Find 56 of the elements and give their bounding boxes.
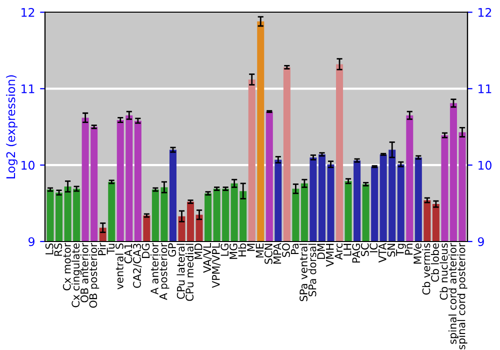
x-tick-label: ME <box>256 244 264 258</box>
x-tick-label: Tg <box>396 244 406 256</box>
x-tick-label: DM <box>317 244 325 259</box>
x-tick-label: SCN <box>264 244 272 264</box>
y-axis-title: Log2 (expression) <box>6 75 18 178</box>
x-tick-label: Cx cingulate <box>72 243 82 308</box>
y-tick-label: 12 <box>22 8 34 17</box>
x-tick-label: Cb nucleus <box>440 243 448 300</box>
x-tick-label: LG <box>220 244 229 256</box>
x-tick-label: PAG <box>352 244 360 262</box>
x-tick-label: LS <box>45 243 54 254</box>
x-tick-label: Tu <box>106 244 115 254</box>
x-tick-label: ventral S <box>115 243 124 290</box>
x-tick-label: Cb lobe <box>430 243 439 282</box>
x-tick-label: VMH <box>326 244 334 267</box>
x-tick-label: DG <box>142 244 150 258</box>
x-tick-label: Cb vermis <box>422 243 430 295</box>
x-tick-label: Arc <box>334 244 343 260</box>
x-tick-label: M <box>247 244 255 251</box>
x-tick-label: IC <box>370 243 378 252</box>
x-tick-label: RS <box>54 243 62 256</box>
x-tick-label: CA2/CA3 <box>133 244 142 288</box>
y2-tick-label: 9 <box>478 237 484 246</box>
x-tick-label: SPa dorsal <box>308 244 316 296</box>
x-tick-label: Hb <box>238 243 246 256</box>
x-tick-label: VA/VL <box>203 242 212 273</box>
x-tick-label: CPu lateral <box>176 244 185 299</box>
x-tick-label: Pn <box>404 244 413 255</box>
x-tick-label: VTA <box>378 242 386 263</box>
x-tick-label: VPM/VPL <box>212 242 221 288</box>
x-tick-label: MVe <box>414 243 422 264</box>
x-tick-label: MPA <box>273 242 282 264</box>
x-tick-label: GP <box>168 243 176 257</box>
y-tick-label: 11 <box>22 84 34 94</box>
x-tick-label: A posterior <box>159 242 170 300</box>
x-tick-label: LH <box>344 244 352 256</box>
x-tick-label: MD <box>194 244 202 259</box>
x-tick-label: spinal cord posterior <box>457 242 468 350</box>
x-tick-label: SN <box>387 244 396 257</box>
x-tick-label: Pir <box>98 242 106 256</box>
y2-tick-label: 11 <box>478 84 492 94</box>
y2-tick-label: 12 <box>478 8 492 17</box>
x-tick-label: CA1 <box>124 244 132 264</box>
y2-tick-label: 10 <box>478 160 492 170</box>
x-tick-label: SPa ventral <box>299 244 308 302</box>
x-tick-label: SO <box>282 243 290 258</box>
x-tick-label: SC <box>360 243 369 256</box>
x-tick-label: OB posterior <box>89 242 100 308</box>
x-tick-label: Pa <box>290 244 299 254</box>
x-tick-label: A anterior <box>150 242 158 295</box>
x-tick-label: OB anterior <box>80 242 88 302</box>
y-tick-label: 10 <box>22 160 34 170</box>
y-tick-label: 9 <box>28 237 34 246</box>
x-tick-label: CPu medial <box>185 244 194 301</box>
x-tick-label: Cx motor <box>62 242 71 290</box>
x-tick-label: MG <box>229 244 238 259</box>
